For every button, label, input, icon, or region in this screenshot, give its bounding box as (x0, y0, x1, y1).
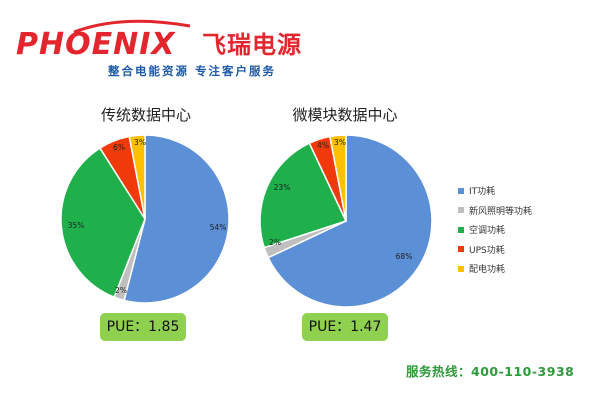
data-label: 6% (113, 143, 125, 152)
logo-brand: PHOENIX (16, 27, 176, 62)
legend-swatch (458, 226, 464, 233)
legend-item: 空调功耗 (458, 220, 532, 240)
chart-title-micro-module: 微模块数据中心 (292, 106, 398, 124)
data-label: 4% (317, 141, 329, 150)
logo-swoosh-icon (73, 19, 191, 34)
data-label: 3% (334, 138, 346, 147)
data-label: 3% (134, 138, 146, 147)
service-hotline: 服务热线：400-110-3938 (406, 364, 575, 379)
legend-swatch (458, 207, 464, 214)
legend-label: 配电功耗 (469, 265, 506, 276)
pie-slice (123, 134, 230, 304)
pie-slice (267, 134, 433, 308)
data-label: 68% (396, 252, 413, 261)
legend-item: 配电功耗 (458, 259, 532, 279)
pue-badge-micro-module: PUE：1.47 (302, 313, 388, 341)
data-label: 2% (115, 286, 127, 295)
legend-label: UPS功耗 (469, 245, 505, 256)
logo-tagline: 整合电能资源 专注客户服务 (108, 64, 277, 78)
chart-title-traditional: 传统数据中心 (100, 106, 191, 124)
data-label: 54% (210, 223, 227, 232)
data-label: 2% (269, 238, 281, 247)
data-label: 23% (274, 183, 291, 192)
legend-item: UPS功耗 (458, 240, 532, 260)
legend-item: IT功耗 (458, 181, 532, 201)
legend-swatch (458, 265, 464, 272)
logo-brand-cn: 飞瑞电源 (202, 31, 302, 59)
legend-item: 新风照明等功耗 (458, 201, 532, 221)
data-label: 35% (68, 221, 85, 230)
legend-label: IT功耗 (469, 187, 496, 198)
legend-label: 空调功耗 (469, 226, 506, 237)
pie-slice (60, 147, 146, 299)
logo: PHOENIX 飞瑞电源 整合电能资源 专注客户服务 (12, 18, 312, 84)
pue-badge-traditional: PUE：1.85 (100, 313, 186, 341)
legend-label: 新风照明等功耗 (469, 206, 533, 217)
legend: IT功耗新风照明等功耗 空调功耗 UPS功耗配电功耗 (458, 181, 532, 279)
legend-swatch (458, 246, 464, 253)
pie-slice (329, 134, 347, 222)
pie-slice (259, 142, 348, 249)
legend-swatch (458, 187, 464, 194)
pie-slice (128, 134, 146, 220)
